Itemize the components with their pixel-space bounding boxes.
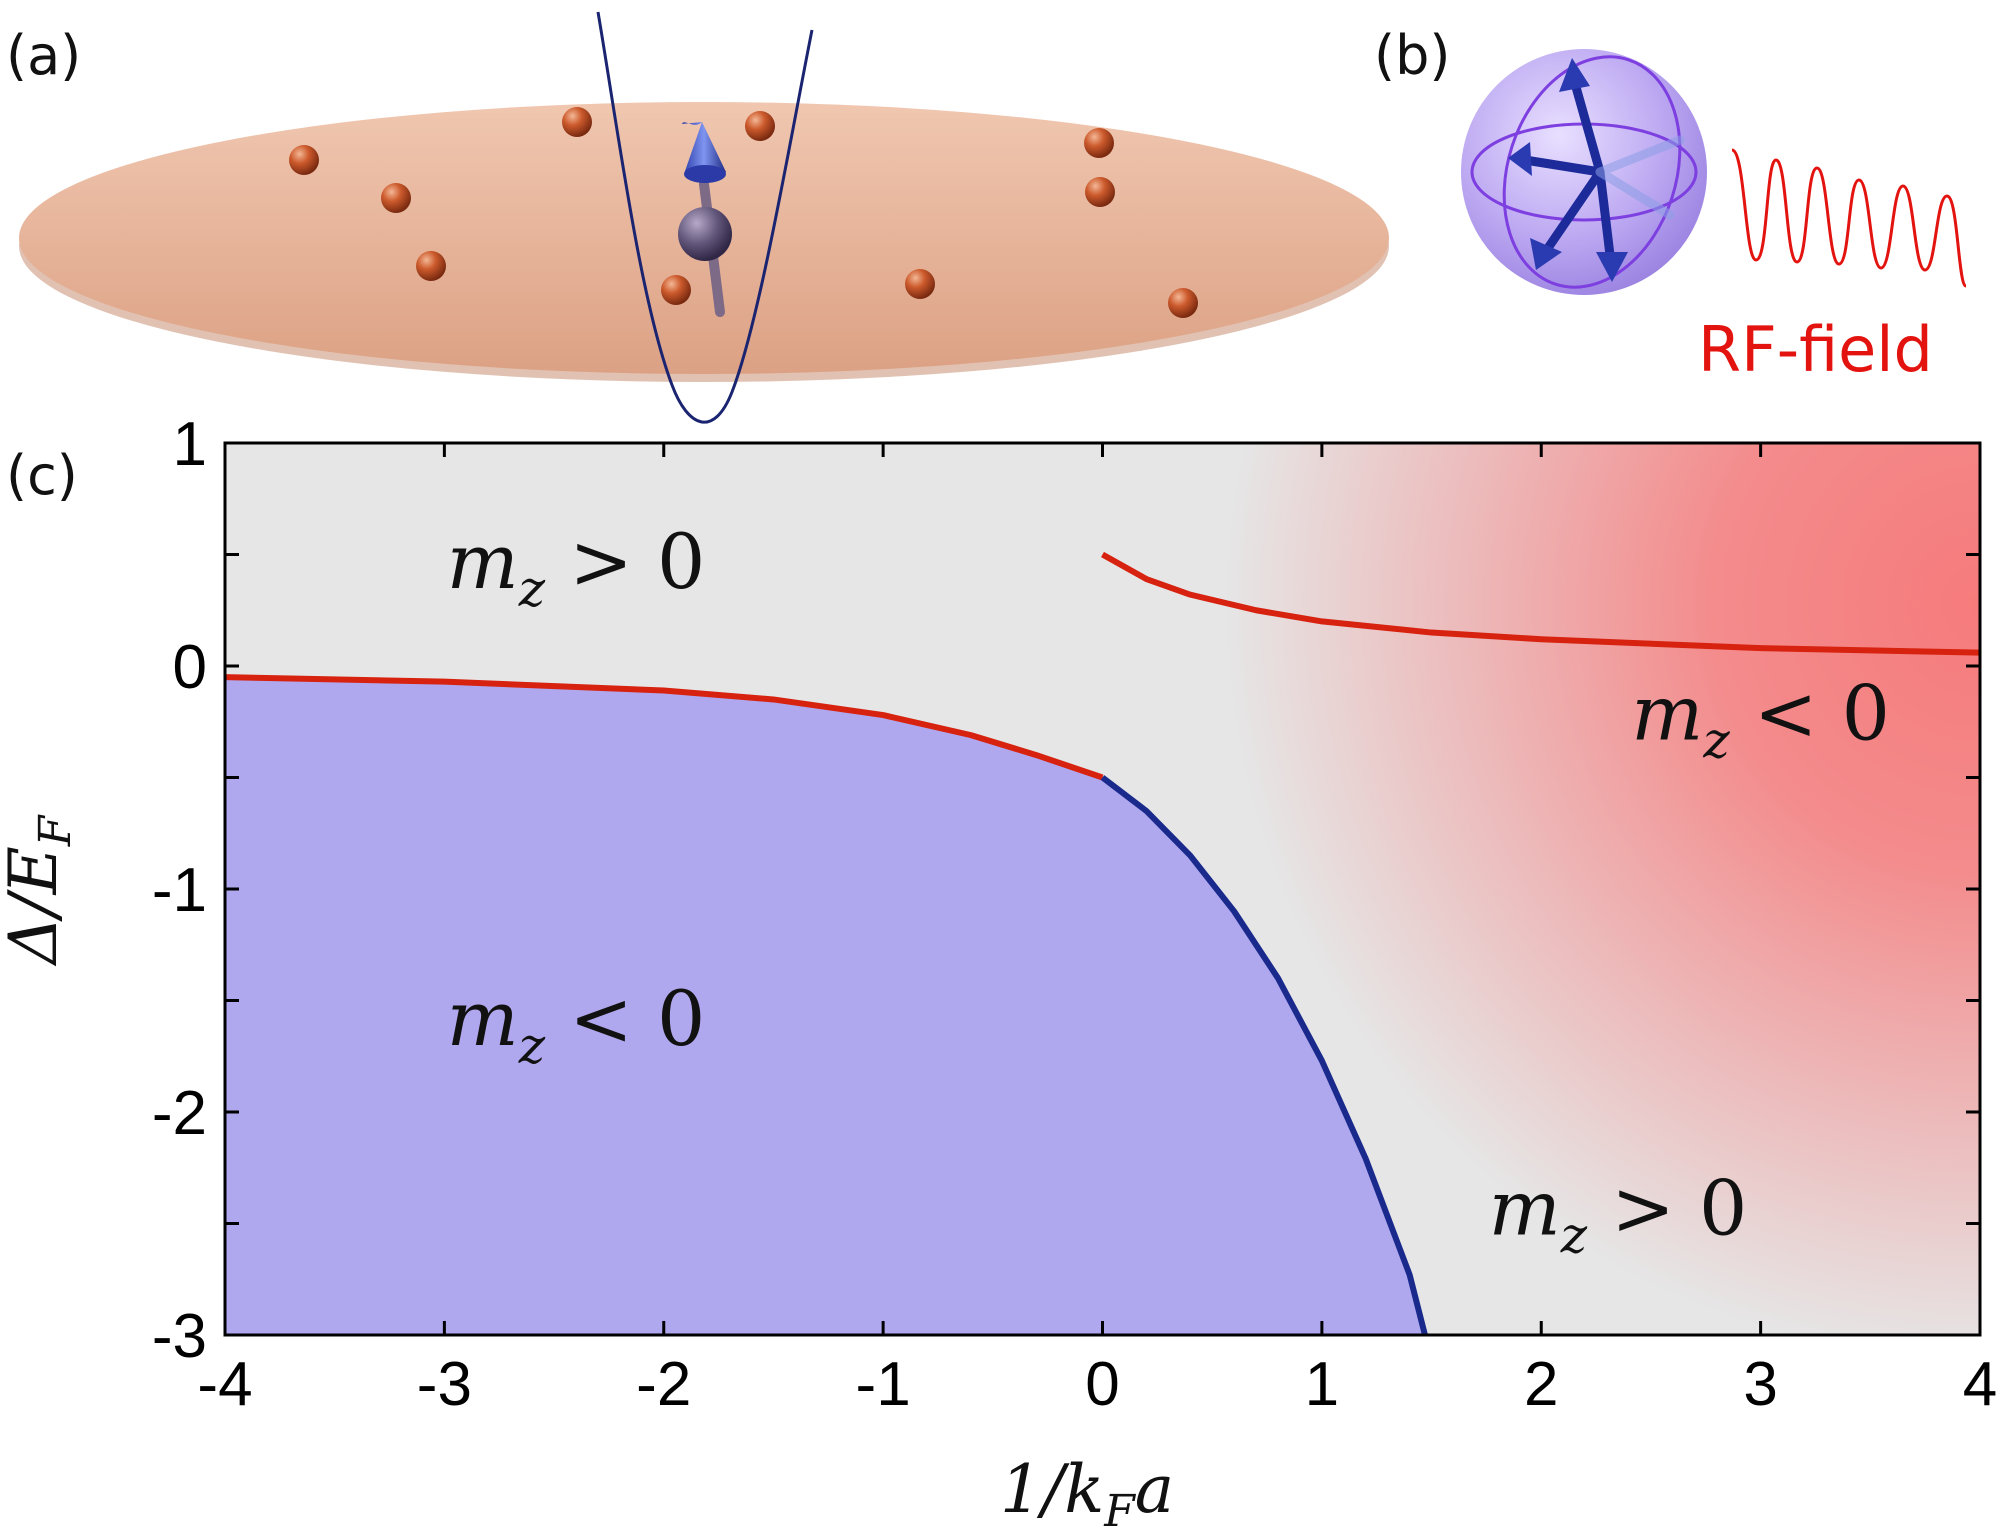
y-tick-label: -3 — [152, 1302, 207, 1371]
x-tick-label: 3 — [1743, 1350, 1777, 1419]
atom — [562, 107, 592, 137]
atom — [289, 145, 319, 175]
series-layer — [224, 551, 1981, 1336]
y-axis-label: Δ/EF — [0, 814, 81, 967]
rf-wave — [1731, 148, 1968, 288]
y-tick-label: 1 — [173, 410, 207, 479]
series-line-2 — [1101, 551, 1981, 656]
arrow-head-icon — [1596, 252, 1628, 282]
x-tick-label: 2 — [1524, 1350, 1558, 1419]
impurity-atom — [678, 207, 732, 261]
rf-field-label: RF-field — [1698, 313, 1933, 386]
atom — [661, 275, 691, 305]
panel-b-illustration: RF-field — [1461, 49, 1968, 386]
atom — [381, 183, 411, 213]
x-tick-label: -4 — [197, 1350, 252, 1419]
atom — [1084, 128, 1114, 158]
region-label-lower-right: mz > 0 — [1489, 1164, 1748, 1265]
arrow-head-icon — [1508, 142, 1532, 176]
sphere-meridian — [1502, 55, 1682, 289]
region-label-upper-left: mz > 0 — [447, 517, 706, 618]
annotation-layer: mz > 0 mz < 0 mz > 0 mz < 0 — [447, 517, 1890, 1265]
y-tick-label: -1 — [152, 856, 207, 925]
series-line-0 — [224, 674, 1104, 781]
x-tick-label: 4 — [1963, 1350, 1997, 1419]
arrow-head-icon — [1530, 238, 1562, 270]
atom — [416, 251, 446, 281]
panel-a-illustration — [19, 11, 1389, 424]
x-tick-label: -1 — [856, 1350, 911, 1419]
spin-cone-base — [684, 165, 726, 183]
x-axis-label: 1/kFa — [1000, 1451, 1174, 1528]
panel-label-c: (c) — [6, 444, 78, 507]
blue-region — [225, 677, 1425, 1335]
arrow-head-icon — [1559, 58, 1590, 92]
trap-potential-curve — [596, 11, 814, 424]
spin-vectors — [1520, 75, 1615, 260]
region-label-right: mz < 0 — [1631, 669, 1890, 770]
x-tick-label: 0 — [1085, 1350, 1119, 1419]
y-tick-label: 0 — [173, 633, 207, 702]
atom — [905, 269, 935, 299]
x-tick-label: 1 — [1305, 1350, 1339, 1419]
atom — [745, 111, 775, 141]
y-tick-label: -2 — [152, 1079, 207, 1148]
panel-label-b: (b) — [1374, 24, 1450, 87]
panel-label-a: (a) — [6, 24, 81, 87]
faded-spin-vectors — [1595, 135, 1685, 220]
x-tick-label: -3 — [417, 1350, 472, 1419]
atom — [1168, 288, 1198, 318]
panel-c-chart: -4 -3 -2 -1 0 1 2 3 410-1-2-3 mz > 0mz < 0mz > 0… — [0, 410, 1997, 1528]
series-line-1 — [1100, 775, 1428, 1336]
atom — [1085, 177, 1115, 207]
x-tick-label: -2 — [636, 1350, 691, 1419]
tick-layer: -4 -3 -2 -1 0 1 2 3 410-1-2-3 — [152, 410, 1997, 1419]
region-label-lower-left: mz < 0 — [447, 974, 706, 1075]
